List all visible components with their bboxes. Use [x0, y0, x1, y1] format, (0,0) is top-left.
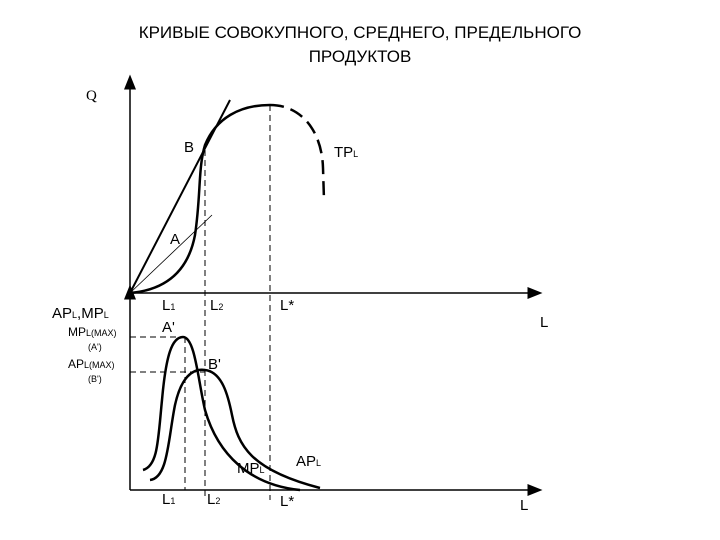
label: B — [184, 139, 194, 156]
label: A — [170, 231, 180, 248]
label: MPL — [237, 460, 265, 477]
ap-curve — [149, 368, 321, 490]
label: A' — [162, 319, 175, 336]
label: APL — [296, 453, 321, 470]
label: Q — [86, 88, 97, 104]
label: L — [520, 497, 528, 514]
ray-a — [129, 214, 213, 294]
tp-curve — [129, 103, 271, 295]
label: L1 — [162, 297, 175, 314]
title-line: ПРОДУКТОВ — [309, 47, 412, 66]
label: L2 — [207, 491, 220, 508]
label: (A') — [88, 342, 102, 352]
mp-curve — [142, 335, 301, 492]
label: L1 — [162, 491, 175, 508]
label: TPL — [334, 144, 358, 161]
tp-curve-dashed — [269, 103, 326, 201]
label: L2 — [210, 297, 223, 314]
label: B' — [208, 356, 221, 373]
label: L* — [280, 297, 294, 314]
label: APL(MAX) — [68, 357, 115, 371]
label: APL,MPL — [52, 305, 109, 322]
label: L* — [280, 493, 294, 510]
title-line: КРИВЫЕ СОВОКУПНОГО, СРЕДНЕГО, ПРЕДЕЛЬНОГ… — [139, 23, 582, 42]
label: MPL(MAX) — [68, 325, 117, 339]
label: L — [540, 314, 548, 331]
label: (B') — [88, 374, 102, 384]
